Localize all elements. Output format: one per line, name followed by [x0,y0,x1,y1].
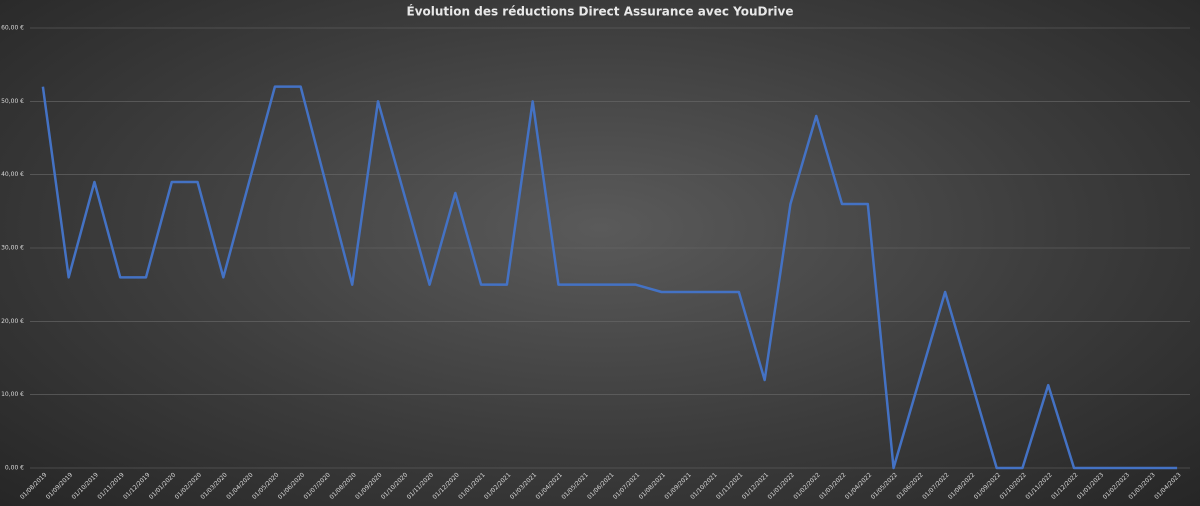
y-tick-label: 20,00 € [1,318,24,325]
y-tick-label: 50,00 € [1,98,24,105]
chart-title: Évolution des réductions Direct Assuranc… [407,4,794,19]
y-tick-label: 10,00 € [1,391,24,398]
y-tick-label: 60,00 € [1,25,24,32]
x-tick-label: 01/04/2023 [1153,471,1183,501]
y-tick-label: 0,00 € [5,465,24,472]
y-tick-label: 30,00 € [1,245,24,252]
y-tick-label: 40,00 € [1,171,24,178]
line-series [41,85,1178,470]
